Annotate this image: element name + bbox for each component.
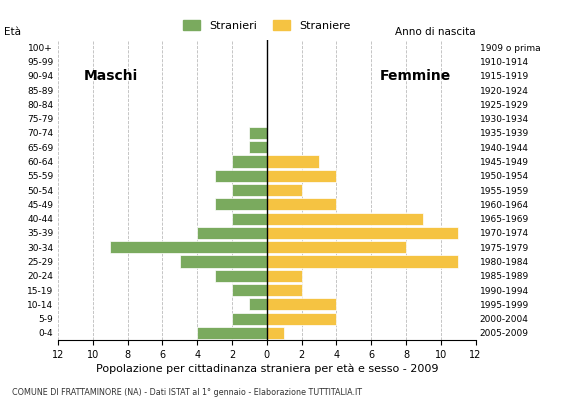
Bar [267,198,336,210]
Text: Anno di nascita: Anno di nascita [395,27,476,37]
Bar [267,255,458,268]
Bar [267,170,336,182]
Bar [267,241,406,253]
Legend: Stranieri, Straniere: Stranieri, Straniere [179,16,355,35]
Bar [215,270,267,282]
Bar [267,327,284,339]
Bar [232,212,267,225]
Bar [249,298,267,310]
Bar [249,141,267,153]
Bar [110,241,267,253]
Bar [232,184,267,196]
Bar [197,327,267,339]
Bar [232,284,267,296]
Bar [267,270,302,282]
Bar [180,255,267,268]
Bar [232,312,267,325]
Text: COMUNE DI FRATTAMINORE (NA) - Dati ISTAT al 1° gennaio - Elaborazione TUTTITALIA: COMUNE DI FRATTAMINORE (NA) - Dati ISTAT… [12,388,361,397]
Bar [267,312,336,325]
Bar [232,155,267,168]
Bar [267,284,302,296]
Bar [249,127,267,139]
Bar [215,170,267,182]
Bar [267,212,423,225]
Text: Maschi: Maschi [84,69,139,83]
Bar [215,198,267,210]
Text: Età: Età [3,27,21,37]
Bar [267,155,319,168]
Bar [267,184,302,196]
Text: Popolazione per cittadinanza straniera per età e sesso - 2009: Popolazione per cittadinanza straniera p… [96,364,438,374]
Bar [197,227,267,239]
Text: Femmine: Femmine [380,69,451,83]
Bar [267,298,336,310]
Bar [267,227,458,239]
